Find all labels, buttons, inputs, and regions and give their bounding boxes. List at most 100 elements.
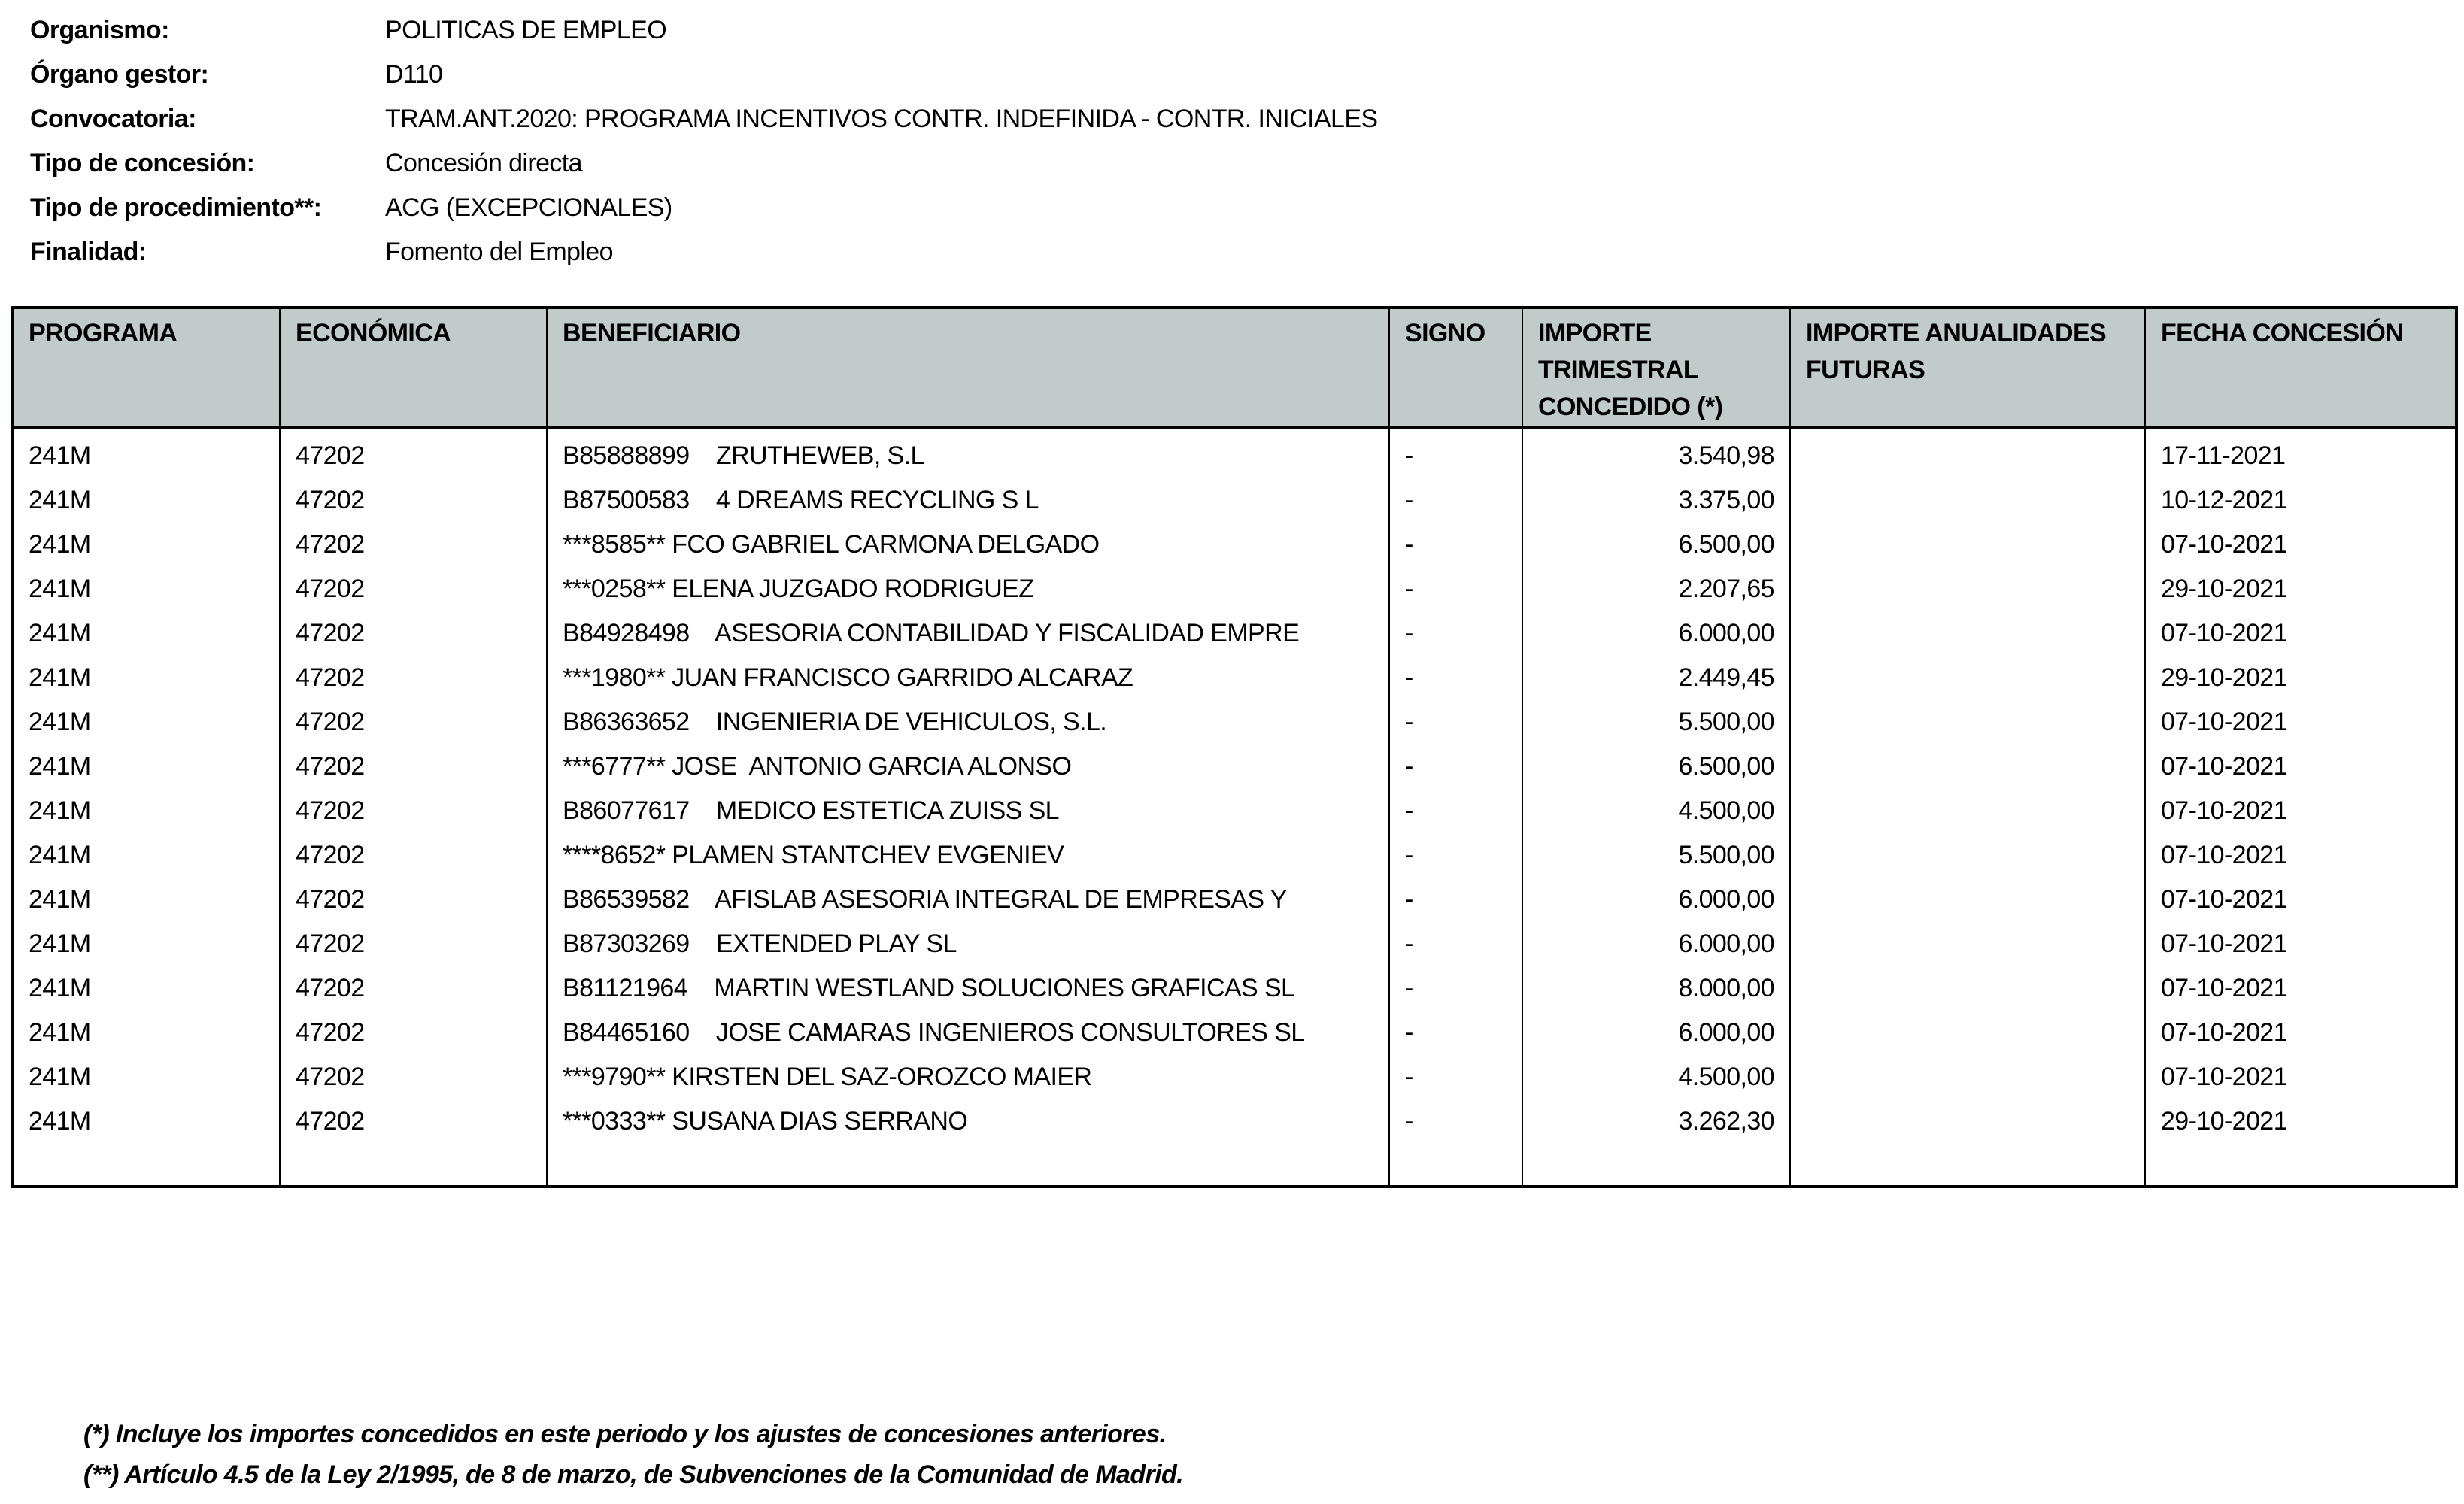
table-row: 241M 47202 ****8652* PLAMEN STANTCHEV EVGE… — [11, 833, 2457, 878]
cell-programa: 241M — [11, 744, 281, 789]
cell-fecha-concesion: 07-10-2021 — [2144, 966, 2457, 1011]
cell-fecha-concesion: 07-10-2021 — [2144, 744, 2457, 789]
cell-signo: - — [1388, 833, 1523, 878]
table-row: 241M 47202 B85888899 ZRUTHEWEB, S.L -3.540,… — [11, 427, 2457, 478]
cell-signo: - — [1388, 427, 1523, 478]
cell-economica: 47202 — [279, 744, 548, 789]
grants-table: PROGRAMA ECONÓMICA BENEFICIARIO SIGNO IMPORT… — [11, 306, 2458, 1188]
table-row: 241M 47202 ***6777** JOSE ANTONIO GARCIA A… — [11, 744, 2457, 789]
table-row: 241M 47202 ***1980** JUAN FRANCISCO GARRID… — [11, 656, 2457, 700]
cell-importe-trimestral: 2.449,45 — [1522, 656, 1791, 700]
cell-beneficiario: ***1980** JUAN FRANCISCO GARRIDO ALCARAZ — [546, 656, 1390, 700]
cell-economica: 47202 — [279, 478, 548, 523]
table-row: 241M 47202 ***0333** SUSANA DIAS SERRANO -3… — [11, 1099, 2457, 1187]
cell-importe-anualidades — [1789, 833, 2146, 878]
cell-beneficiario: ***0333** SUSANA DIAS SERRANO — [546, 1099, 1390, 1187]
info-row: Organismo: POLITICAS DE EMPLEO — [30, 12, 1378, 56]
cell-economica: 47202 — [279, 611, 548, 656]
cell-importe-trimestral: 2.207,65 — [1522, 567, 1791, 611]
cell-importe-anualidades — [1789, 789, 2146, 833]
header-importe-anualidades: IMPORTE ANUALIDADES FUTURAS — [1789, 308, 2146, 429]
table-row: 241M 47202 B86077617 MEDICO ESTETICA ZUISS… — [11, 789, 2457, 833]
cell-importe-anualidades — [1789, 1011, 2146, 1055]
cell-fecha-concesion: 07-10-2021 — [2144, 523, 2457, 567]
cell-programa: 241M — [11, 789, 281, 833]
cell-fecha-concesion: 07-10-2021 — [2144, 922, 2457, 966]
cell-signo: - — [1388, 878, 1523, 922]
cell-beneficiario: ***6777** JOSE ANTONIO GARCIA ALONSO — [546, 744, 1390, 789]
cell-programa: 241M — [11, 567, 281, 611]
cell-programa: 241M — [11, 833, 281, 878]
cell-importe-trimestral: 4.500,00 — [1522, 789, 1791, 833]
cell-beneficiario: ***8585** FCO GABRIEL CARMONA DELGADO — [546, 523, 1390, 567]
header-importe-trimestral: IMPORTE TRIMESTRAL CONCEDIDO (*) — [1522, 308, 1791, 429]
cell-importe-trimestral: 8.000,00 — [1522, 966, 1791, 1011]
table-row: 241M 47202 B86363652 INGENIERIA DE VEHICUL… — [11, 700, 2457, 744]
table-row: 241M 47202 B86539582 AFISLAB ASESORIA INTE… — [11, 878, 2457, 922]
info-label: Finalidad: — [30, 238, 147, 266]
cell-importe-trimestral: 6.500,00 — [1522, 523, 1791, 567]
cell-importe-trimestral: 5.500,00 — [1522, 833, 1791, 878]
cell-importe-trimestral: 5.500,00 — [1522, 700, 1791, 744]
info-label: Órgano gestor: — [30, 60, 209, 89]
cell-signo: - — [1388, 478, 1523, 523]
table-header-row: PROGRAMA ECONÓMICA BENEFICIARIO SIGNO IMPORT… — [11, 308, 2457, 429]
cell-beneficiario: B86363652 INGENIERIA DE VEHICULOS, S.L. — [546, 700, 1390, 744]
cell-beneficiario: ***9790** KIRSTEN DEL SAZ-OROZCO MAIER — [546, 1055, 1390, 1099]
cell-beneficiario: B81121964 MARTIN WESTLAND SOLUCIONES GRA… — [546, 966, 1390, 1011]
cell-economica: 47202 — [279, 1099, 548, 1187]
cell-fecha-concesion: 07-10-2021 — [2144, 700, 2457, 744]
info-label: Organismo: — [30, 16, 169, 44]
cell-economica: 47202 — [279, 833, 548, 878]
info-value: Concesión directa — [385, 149, 583, 177]
info-row: Convocatoria: TRAM.ANT.2020: PROGRAMA INC… — [30, 101, 1378, 145]
cell-economica: 47202 — [279, 656, 548, 700]
cell-economica: 47202 — [279, 789, 548, 833]
table-row: 241M 47202 B84465160 JOSE CAMARAS INGENIER… — [11, 1011, 2457, 1055]
cell-beneficiario: B86077617 MEDICO ESTETICA ZUISS SL — [546, 789, 1390, 833]
cell-programa: 241M — [11, 1099, 281, 1187]
info-label: Tipo de concesión: — [30, 149, 255, 177]
cell-programa: 241M — [11, 922, 281, 966]
cell-fecha-concesion: 29-10-2021 — [2144, 1099, 2457, 1187]
cell-economica: 47202 — [279, 567, 548, 611]
cell-beneficiario: B84465160 JOSE CAMARAS INGENIEROS CONSUL… — [546, 1011, 1390, 1055]
cell-importe-trimestral: 3.540,98 — [1522, 427, 1791, 478]
cell-importe-anualidades — [1789, 611, 2146, 656]
cell-beneficiario: ***0258** ELENA JUZGADO RODRIGUEZ — [546, 567, 1390, 611]
cell-beneficiario: B87500583 4 DREAMS RECYCLING S L — [546, 478, 1390, 523]
cell-fecha-concesion: 07-10-2021 — [2144, 789, 2457, 833]
cell-signo: - — [1388, 744, 1523, 789]
cell-fecha-concesion: 17-11-2021 — [2144, 427, 2457, 478]
info-row: Órgano gestor: D110 — [30, 56, 1378, 101]
cell-signo: - — [1388, 966, 1523, 1011]
cell-importe-anualidades — [1789, 1099, 2146, 1187]
cell-importe-anualidades — [1789, 427, 2146, 478]
cell-fecha-concesion: 10-12-2021 — [2144, 478, 2457, 523]
cell-importe-anualidades — [1789, 966, 2146, 1011]
cell-importe-trimestral: 6.000,00 — [1522, 1011, 1791, 1055]
cell-economica: 47202 — [279, 878, 548, 922]
cell-programa: 241M — [11, 523, 281, 567]
cell-programa: 241M — [11, 966, 281, 1011]
table-row: 241M 47202 ***0258** ELENA JUZGADO RODRIGU… — [11, 567, 2457, 611]
cell-importe-anualidades — [1789, 922, 2146, 966]
info-value: D110 — [385, 60, 443, 89]
cell-programa: 241M — [11, 878, 281, 922]
table-row: 241M 47202 B81121964 MARTIN WESTLAND SOLUC… — [11, 966, 2457, 1011]
cell-programa: 241M — [11, 656, 281, 700]
header-beneficiario: BENEFICIARIO — [546, 308, 1390, 429]
cell-fecha-concesion: 07-10-2021 — [2144, 611, 2457, 656]
cell-fecha-concesion: 29-10-2021 — [2144, 567, 2457, 611]
cell-programa: 241M — [11, 700, 281, 744]
cell-beneficiario: ****8652* PLAMEN STANTCHEV EVGENIEV — [546, 833, 1390, 878]
cell-importe-trimestral: 3.262,30 — [1522, 1099, 1791, 1187]
cell-signo: - — [1388, 656, 1523, 700]
header-programa: PROGRAMA — [11, 308, 281, 429]
cell-importe-anualidades — [1789, 567, 2146, 611]
cell-programa: 241M — [11, 427, 281, 478]
cell-programa: 241M — [11, 478, 281, 523]
cell-beneficiario: B86539582 AFISLAB ASESORIA INTEGRAL DE E… — [546, 878, 1390, 922]
table-row: 241M 47202 ***8585** FCO GABRIEL CARMONA D… — [11, 523, 2457, 567]
cell-fecha-concesion: 07-10-2021 — [2144, 1011, 2457, 1055]
